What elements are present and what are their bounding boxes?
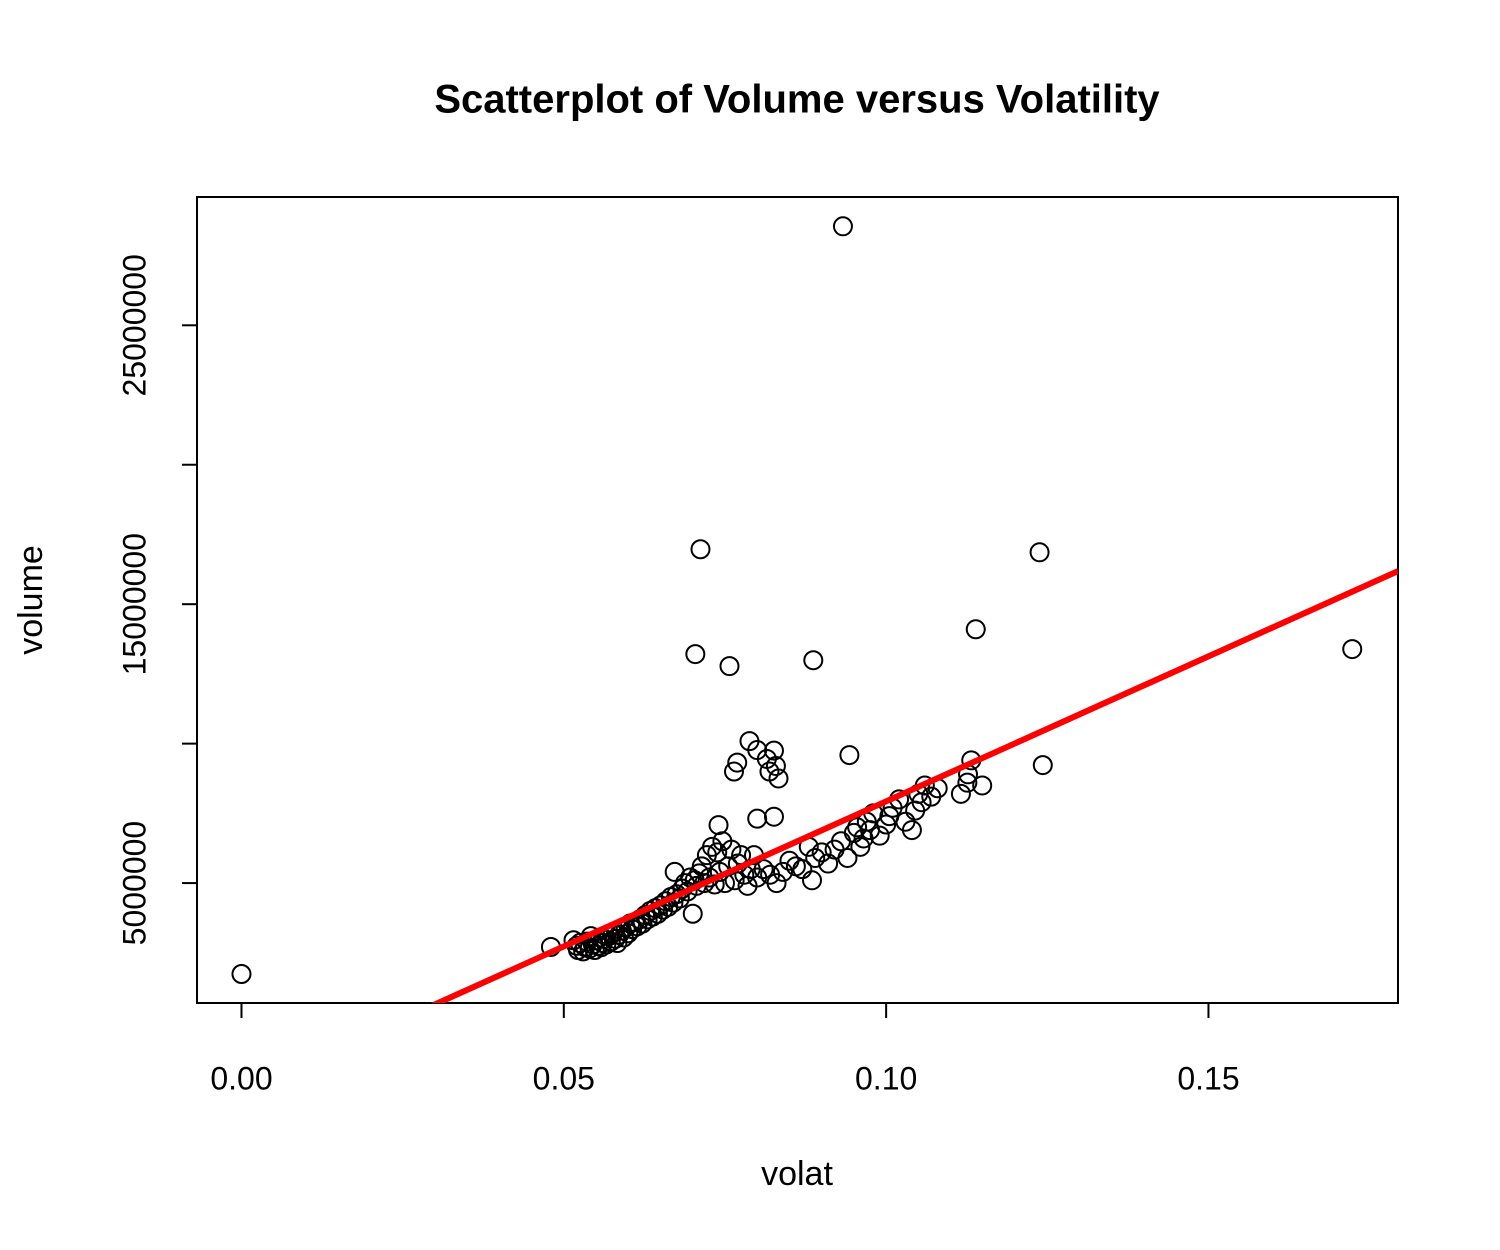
point (231, 963, 252, 984)
point (685, 644, 706, 665)
point (850, 836, 871, 857)
chart-title: Scatterplot of Volume versus Volatility (434, 78, 1160, 122)
point (876, 814, 897, 835)
point (869, 825, 890, 846)
point (719, 656, 740, 677)
point (763, 806, 784, 827)
point (811, 842, 832, 863)
x-tick-label: 0.05 (533, 1060, 595, 1096)
y-tick-label: 25000000 (116, 254, 152, 396)
x-axis-title: volat (761, 1155, 833, 1193)
point (690, 539, 711, 560)
point (609, 924, 630, 945)
y-axis-title: volume (12, 545, 50, 655)
point (1029, 542, 1050, 563)
point (837, 847, 858, 868)
point (832, 216, 853, 237)
point (694, 873, 715, 894)
point (847, 817, 868, 838)
point (702, 836, 723, 857)
point (1032, 755, 1053, 776)
point (803, 650, 824, 671)
plot-area (231, 216, 1398, 1003)
point (1342, 639, 1363, 660)
point (682, 903, 703, 924)
point (957, 772, 978, 793)
point (707, 842, 728, 863)
regression-line (430, 568, 1398, 1003)
plot-frame (196, 196, 1399, 1004)
point (805, 847, 826, 868)
x-tick-label: 0.10 (855, 1060, 917, 1096)
x-tick-label: 0.00 (210, 1060, 272, 1096)
point (768, 768, 789, 789)
point (727, 752, 748, 773)
point (972, 775, 993, 796)
point (724, 761, 745, 782)
y-tick-label: 15000000 (116, 533, 152, 675)
point (747, 808, 768, 829)
point (765, 755, 786, 776)
x-tick-label: 0.15 (1177, 1060, 1239, 1096)
point (965, 619, 986, 640)
point (772, 861, 793, 882)
point (708, 815, 729, 836)
point (802, 870, 823, 891)
point (753, 859, 774, 880)
point (839, 745, 860, 766)
point (950, 783, 971, 804)
y-tick-label: 5000000 (116, 821, 152, 946)
point (766, 873, 787, 894)
point (901, 820, 922, 841)
